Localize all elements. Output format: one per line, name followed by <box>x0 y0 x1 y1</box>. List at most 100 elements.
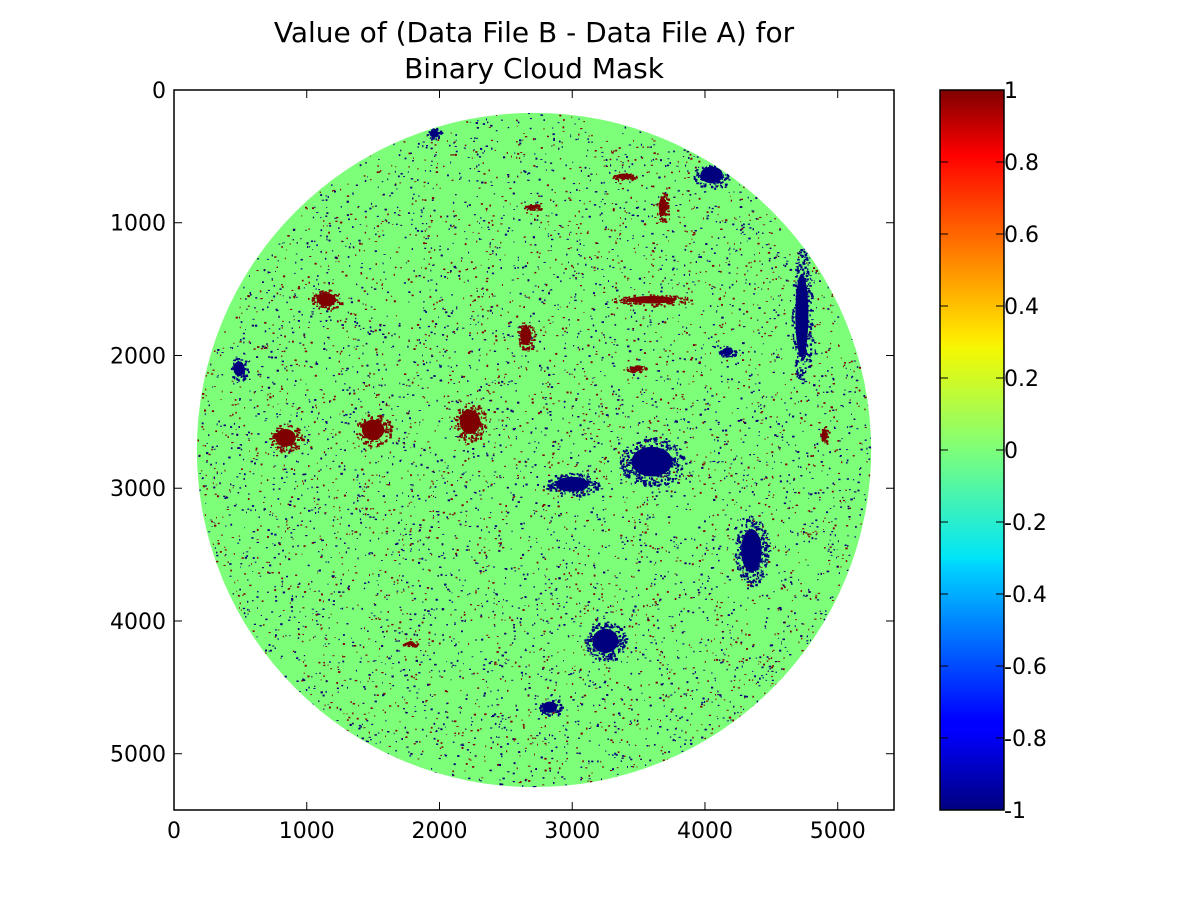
value-1-speckle <box>548 224 550 226</box>
value-1-speckle <box>406 613 408 615</box>
value-1-speckle <box>600 584 602 586</box>
value-1-speckle <box>559 731 561 732</box>
value-1-speckle <box>323 675 326 677</box>
value-1-speckle <box>456 726 459 727</box>
value-neg1-speckle <box>614 757 616 759</box>
value-1-speckle <box>500 241 502 244</box>
value-1-speckle <box>546 184 549 187</box>
value-1-speckle <box>563 573 566 576</box>
value-neg1-speckle <box>578 498 580 501</box>
value-neg1-speckle <box>473 214 476 216</box>
value-1-speckle <box>275 516 277 518</box>
value-1-speckle <box>493 453 495 455</box>
value-1-speckle <box>757 374 759 376</box>
value-1-speckle <box>814 530 817 532</box>
value-1-speckle <box>366 277 368 279</box>
value-neg1-speckle <box>352 607 354 610</box>
value-1-speckle <box>328 231 330 234</box>
value-1-speckle <box>391 577 394 579</box>
value-1-speckle <box>679 560 682 562</box>
value-neg1-speckle <box>477 315 479 317</box>
value-1-speckle <box>427 235 430 237</box>
value-1-speckle <box>243 593 246 595</box>
value-1-speckle <box>513 740 516 742</box>
value-1-speckle <box>769 416 772 418</box>
value-1-speckle <box>272 324 274 326</box>
value-1-speckle <box>590 726 592 728</box>
value-1-speckle <box>720 572 722 574</box>
value-1-speckle <box>360 243 363 245</box>
value-neg1-speckle <box>642 316 645 318</box>
value-1-speckle <box>481 288 483 290</box>
value-1-speckle <box>485 280 488 283</box>
value-1-speckle <box>482 566 484 569</box>
value-1-speckle <box>385 735 386 738</box>
value-1-speckle <box>540 147 543 149</box>
value-1-speckle <box>375 617 378 620</box>
value-1-speckle <box>501 196 504 198</box>
value-1-speckle <box>715 658 719 661</box>
value-neg1-speckle <box>408 291 411 293</box>
value-1-speckle <box>443 165 445 167</box>
value-neg1-speckle <box>440 555 444 556</box>
value-1-speckle <box>730 474 733 477</box>
value-1-speckle <box>294 469 296 471</box>
value-1-speckle <box>413 676 415 679</box>
value-1-speckle <box>241 468 243 470</box>
value-1-speckle <box>692 381 695 383</box>
value-1-speckle <box>746 648 748 650</box>
value-1-speckle <box>458 399 461 401</box>
value-1-speckle <box>306 208 308 210</box>
value-1-speckle <box>388 594 390 596</box>
value-neg1-speckle <box>444 437 447 439</box>
value-neg1-speckle <box>707 408 710 410</box>
value-1-speckle <box>742 359 745 361</box>
value-1-speckle <box>568 197 571 199</box>
value-neg1-speckle <box>853 479 855 481</box>
value-1-speckle <box>337 518 339 520</box>
value-neg1-speckle <box>429 487 431 489</box>
value-1-speckle <box>654 601 657 603</box>
value-neg1-speckle <box>524 240 527 243</box>
value-neg1-speckle <box>864 498 867 501</box>
value-1-speckle <box>738 324 741 327</box>
value-1-speckle <box>395 729 398 732</box>
value-neg1-speckle <box>695 349 697 351</box>
value-1-speckle <box>543 630 546 633</box>
value-1-speckle <box>631 614 634 616</box>
value-1-speckle <box>626 656 629 658</box>
value-1-speckle <box>450 498 453 500</box>
value-1-speckle <box>687 287 690 290</box>
value-1-speckle <box>333 398 336 401</box>
value-1-speckle <box>327 664 329 666</box>
value-1-speckle <box>620 534 623 537</box>
value-1-speckle <box>685 731 687 734</box>
value-1-speckle <box>766 464 769 466</box>
value-1-speckle <box>283 350 286 353</box>
value-1-speckle <box>653 564 655 566</box>
value-1-speckle <box>657 488 660 490</box>
value-neg1-speckle <box>535 427 537 430</box>
value-1-speckle <box>781 358 783 360</box>
value-1-speckle <box>718 324 721 327</box>
value-1-speckle <box>654 604 657 606</box>
value-1-speckle <box>422 396 425 398</box>
value-1-speckle <box>752 695 754 698</box>
value-neg1-speckle <box>528 536 531 538</box>
value-1-speckle <box>784 384 786 385</box>
value-1-speckle <box>366 225 368 227</box>
value-1-speckle <box>215 430 218 433</box>
value-1-speckle <box>456 549 459 551</box>
value-1-speckle <box>504 465 506 467</box>
value-1-speckle <box>486 634 489 636</box>
value-1-speckle <box>450 484 453 486</box>
value-1-speckle <box>272 512 274 514</box>
value-1-speckle <box>528 714 530 717</box>
value-1-speckle <box>777 534 779 537</box>
value-1-speckle <box>407 260 410 262</box>
value-1-speckle <box>441 417 443 419</box>
value-1-speckle <box>413 461 415 463</box>
value-1-speckle <box>672 353 674 355</box>
value-1-speckle <box>346 533 348 535</box>
value-neg1-speckle <box>619 714 621 716</box>
